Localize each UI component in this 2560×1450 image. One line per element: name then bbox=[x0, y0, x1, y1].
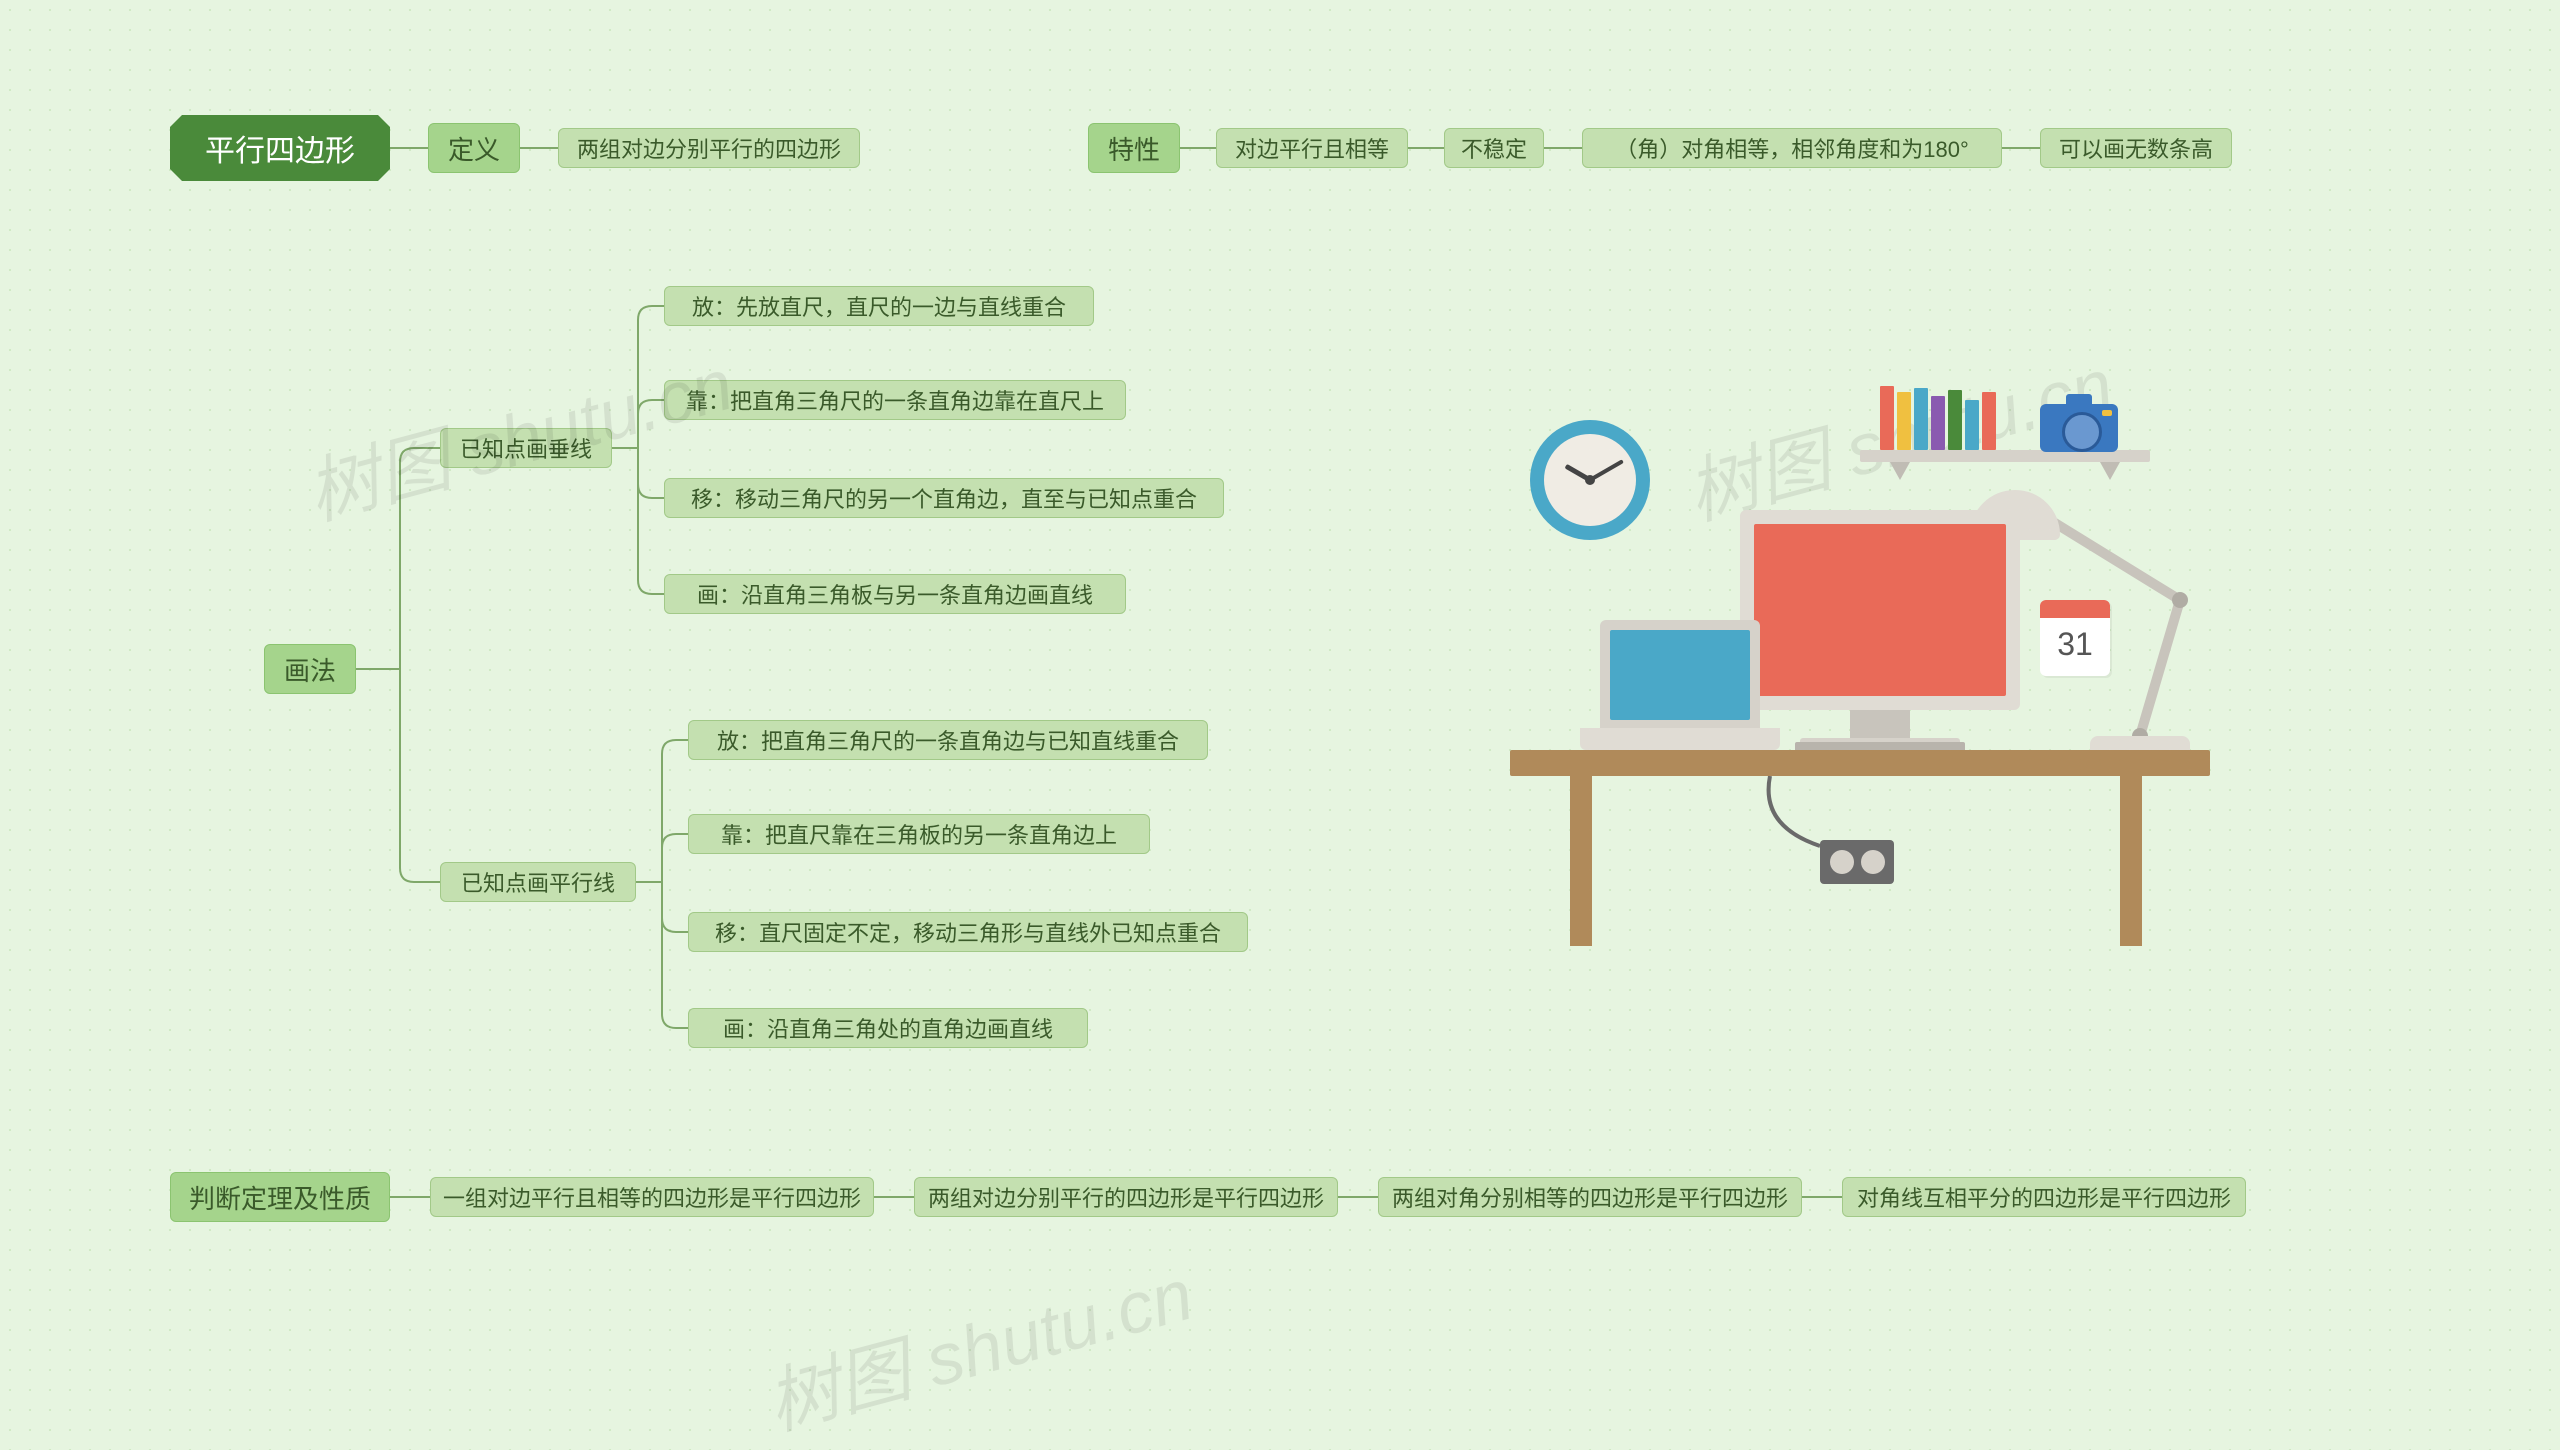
node-draw: 画法 bbox=[264, 644, 356, 694]
power-outlet-icon bbox=[1820, 840, 1894, 884]
watermark: 树图 shutu.cn bbox=[754, 1235, 1203, 1449]
node-p4: 画：沿直角三角板与另一条直角边画直线 bbox=[664, 574, 1126, 614]
node-defn: 定义 bbox=[428, 123, 520, 173]
node-p2: 靠：把直角三角尺的一条直角边靠在直尺上 bbox=[664, 380, 1126, 420]
node-root: 平行四边形 bbox=[170, 115, 390, 181]
node-feat: 特性 bbox=[1088, 123, 1180, 173]
node-para: 已知点画平行线 bbox=[440, 862, 636, 902]
node-judge: 判断定理及性质 bbox=[170, 1172, 390, 1222]
node-perp: 已知点画垂线 bbox=[440, 428, 612, 468]
node-q3: 移：直尺固定不定，移动三角形与直线外已知点重合 bbox=[688, 912, 1248, 952]
node-feat2: 不稳定 bbox=[1444, 128, 1544, 168]
desk-illustration: 31 bbox=[1480, 370, 2240, 990]
camera-icon bbox=[2040, 404, 2118, 452]
node-q2: 靠：把直尺靠在三角板的另一条直角边上 bbox=[688, 814, 1150, 854]
monitor-icon bbox=[1740, 510, 2020, 710]
node-feat1: 对边平行且相等 bbox=[1216, 128, 1408, 168]
node-p1: 放：先放直尺，直尺的一边与直线重合 bbox=[664, 286, 1094, 326]
books bbox=[1880, 386, 1996, 450]
node-j1: 一组对边平行且相等的四边形是平行四边形 bbox=[430, 1177, 874, 1217]
clock-icon bbox=[1530, 420, 1650, 540]
node-feat4: 可以画无数条高 bbox=[2040, 128, 2232, 168]
desk bbox=[1510, 750, 2210, 776]
calendar-day: 31 bbox=[2040, 618, 2110, 663]
node-defn1: 两组对边分别平行的四边形 bbox=[558, 128, 860, 168]
laptop-icon bbox=[1600, 620, 1760, 730]
node-p3: 移：移动三角尺的另一个直角边，直至与已知点重合 bbox=[664, 478, 1224, 518]
node-j3: 两组对角分别相等的四边形是平行四边形 bbox=[1378, 1177, 1802, 1217]
node-j2: 两组对边分别平行的四边形是平行四边形 bbox=[914, 1177, 1338, 1217]
node-q1: 放：把直角三角尺的一条直角边与已知直线重合 bbox=[688, 720, 1208, 760]
node-feat3: （角）对角相等，相邻角度和为180° bbox=[1582, 128, 2002, 168]
node-j4: 对角线互相平分的四边形是平行四边形 bbox=[1842, 1177, 2246, 1217]
node-q4: 画：沿直角三角处的直角边画直线 bbox=[688, 1008, 1088, 1048]
calendar-icon: 31 bbox=[2040, 600, 2110, 676]
